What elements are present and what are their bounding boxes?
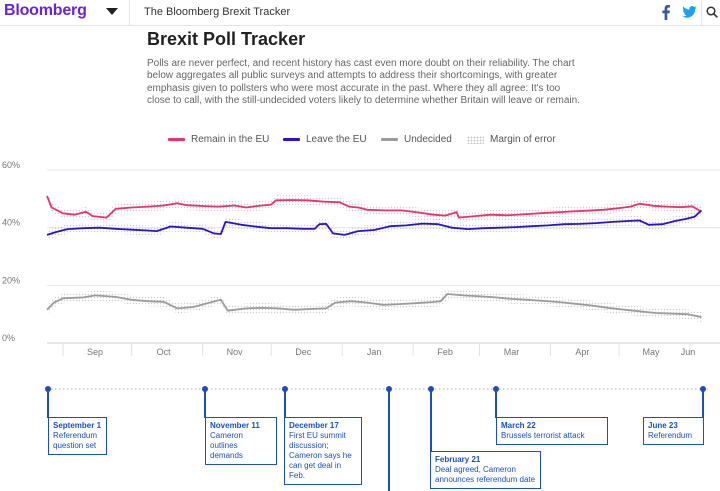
event-marker[interactable] (700, 386, 706, 392)
timeline-event[interactable]: March 22 Brussels terrorist attack (496, 417, 608, 445)
chart-legend: Remain in the EU Leave the EU Undecided … (0, 134, 720, 148)
event-marker[interactable] (202, 386, 208, 392)
event-text: Referendum (648, 431, 693, 440)
facebook-icon[interactable] (660, 4, 672, 20)
x-tick-label: Apr (575, 347, 589, 357)
page-title: Brexit Poll Tracker (147, 29, 306, 49)
series-line (46, 209, 703, 236)
event-text: question set (53, 441, 97, 450)
x-tick-label: Mar (504, 347, 520, 357)
x-tick-label: Oct (157, 347, 172, 357)
twitter-icon[interactable] (681, 4, 697, 20)
divider (701, 0, 702, 25)
legend-label: Undecided (404, 134, 452, 145)
article-description: Polls are never perfect, and recent hist… (147, 58, 580, 107)
event-text: can get deal in Feb. (289, 461, 342, 480)
x-tick-label: Sep (87, 347, 103, 357)
event-text: discussion; (289, 441, 329, 450)
legend-item-leave: Leave the EU (283, 134, 367, 145)
y-tick-label: 60% (2, 160, 20, 170)
timeline-event[interactable]: December 17 First EU summit discussion; … (284, 417, 362, 485)
event-text: Brussels terrorist attack (501, 431, 585, 440)
event-text: Referendum (53, 431, 98, 440)
legend-item-undecided: Undecided (381, 134, 452, 145)
event-text: Cameron outlines (210, 431, 243, 450)
event-date: November 11 (210, 421, 260, 430)
y-tick-label: 40% (2, 218, 20, 228)
event-timeline (45, 386, 708, 491)
legend-swatch (467, 135, 484, 144)
timeline-event[interactable]: February 21 Deal agreed, Cameron announc… (430, 451, 541, 489)
event-marker[interactable] (493, 386, 499, 392)
event-text: Cameron says he (289, 451, 352, 460)
event-date: February 21 (435, 455, 481, 464)
event-marker[interactable] (45, 386, 51, 392)
section-title[interactable]: The Bloomberg Brexit Tracker (144, 6, 291, 18)
event-date: June 23 (648, 421, 678, 430)
timeline-event[interactable]: June 23 Referendum (643, 417, 704, 445)
poll-chart[interactable]: 0% 20% 40% 60% Sep Oct Nov Dec Jan Feb Mar Apr May Ju… (0, 158, 720, 363)
legend-item-remain: Remain in the EU (168, 134, 269, 145)
x-tick-label: Jun (681, 347, 696, 357)
legend-swatch (168, 138, 185, 141)
legend-swatch (283, 138, 300, 141)
y-tick-label: 20% (2, 275, 20, 285)
timeline-event[interactable]: September 1 Referendum question set (48, 417, 107, 455)
series-line (46, 195, 702, 219)
divider (129, 0, 130, 25)
series-line (46, 293, 702, 318)
legend-item-margin-of-error: Margin of error (467, 134, 556, 145)
event-date: December 17 (289, 421, 339, 430)
legend-label: Remain in the EU (191, 134, 270, 145)
x-tick-label: Jan (367, 347, 382, 357)
margin-of-error-band (47, 289, 702, 323)
top-navigation-bar: Bloomberg The Bloomberg Brexit Tracker (0, 0, 720, 26)
bloomberg-logo[interactable]: Bloomberg (4, 2, 87, 19)
event-marker[interactable] (282, 386, 288, 392)
chevron-down-icon[interactable] (106, 8, 118, 15)
legend-label: Margin of error (490, 134, 556, 145)
event-date: September 1 (53, 421, 102, 430)
timeline-event[interactable]: November 11 Cameron outlines demands (205, 417, 277, 465)
search-icon[interactable] (705, 4, 719, 20)
y-tick-label: 0% (2, 333, 15, 343)
event-text: Deal agreed, Cameron (435, 465, 516, 474)
event-text: announces referendum date (435, 475, 536, 484)
x-tick-label: Nov (227, 347, 244, 357)
event-text: First EU summit (289, 431, 346, 440)
event-date: March 22 (501, 421, 536, 430)
x-tick-label: Dec (295, 347, 312, 357)
event-marker[interactable] (428, 386, 434, 392)
x-tick-label: Feb (437, 347, 453, 357)
x-tick-label: May (643, 347, 661, 357)
event-marker[interactable] (386, 386, 392, 392)
margin-of-error-band (47, 191, 702, 223)
event-text: demands (210, 451, 243, 460)
legend-label: Leave the EU (306, 134, 367, 145)
legend-swatch (381, 138, 398, 141)
